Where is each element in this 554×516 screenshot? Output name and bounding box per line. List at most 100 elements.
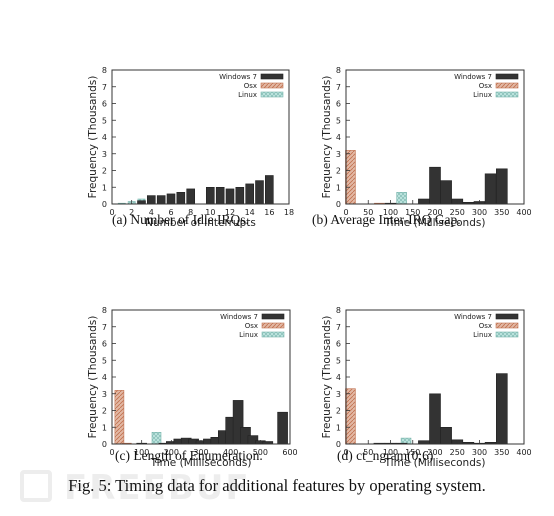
y-tick-label: 6 [102,100,107,109]
chart-panel-a: 0 1 2 3 4 5 6 7 8 0 2 4 6 8 10 12 14 16 18 Number of Interr… [0,0,294,240]
y-tick-label: 1 [102,183,107,192]
chart-b-plot: 0 1 2 3 4 5 6 7 8 0 50 100 150 200 250 300 350 400 Time (M… [321,66,532,229]
y-tick-label: 3 [102,390,107,399]
x-tick-label: 16 [264,208,274,217]
y-tick-label: 5 [336,356,341,365]
y-tick-label: 7 [102,83,107,92]
y-tick-label: 2 [336,407,341,416]
bar-linux-0 [396,192,407,205]
x-tick-label: 100 [383,448,398,457]
legend-label-osx: Osx [245,322,258,330]
x-tick-label: 500 [253,448,268,457]
y-tick-label: 5 [102,356,107,365]
chart-panel-d: 0 1 2 3 4 5 6 7 8 0 50 100 150 200 250 300 350 400 Time (M… [277,240,554,480]
legend-swatch-linux [495,91,519,98]
bar-windows7-10 [496,373,508,445]
bar-windows7-13 [264,175,274,205]
x-tick-label: 50 [363,448,373,457]
x-tick-label: 100 [134,448,149,457]
legend-swatch-linux [261,331,285,338]
x-tick-label: 12 [225,208,235,217]
bar-windows7-2 [156,195,166,205]
y-tick-label: 8 [102,306,107,315]
y-tick-label: 7 [336,323,341,332]
legend-swatch-windows7 [495,313,519,320]
legend-label-linux: Linux [473,331,492,339]
figure-caption: Fig. 5: Timing data for additional featu… [68,476,486,495]
legend-label-windows7: Windows 7 [219,73,257,81]
legend-label-linux: Linux [473,91,492,99]
legend-swatch-osx [260,82,284,89]
bar-osx-0 [345,150,356,205]
legend-swatch-windows7 [260,73,284,80]
x-tick-label: 400 [223,448,238,457]
x-tick-label: 400 [516,448,531,457]
y-axis-label: Frequency (Thousands) [87,316,99,439]
y-axis-label: Frequency (Thousands) [321,316,333,439]
y-tick-label: 2 [102,167,107,176]
y-tick-label: 5 [102,116,107,125]
x-tick-label: 150 [405,208,420,217]
legend-label-windows7: Windows 7 [454,73,492,81]
x-tick-label: 600 [282,448,297,457]
y-tick-label: 3 [336,390,341,399]
bar-windows7-7 [484,173,497,205]
legend-swatch-windows7 [495,73,519,80]
x-tick-label: 300 [193,448,208,457]
x-tick-label: 50 [363,208,373,217]
legend-label-osx: Osx [244,82,257,90]
y-tick-label: 0 [102,200,107,209]
chart-panel-b: 0 1 2 3 4 5 6 7 8 0 50 100 150 200 250 300 350 400 Time (M… [277,0,554,240]
bar-windows7-4 [176,192,186,205]
y-tick-label: 0 [336,200,341,209]
x-tick-label: 0 [343,448,348,457]
plot-frame [111,309,291,445]
bar-windows7-5 [440,427,452,445]
chart-c-caption: (c) Length of Enumeration. [115,448,263,463]
y-tick-label: 8 [336,66,341,75]
y-tick-label: 6 [102,340,107,349]
chart-c-plot: 0 1 2 3 4 5 6 7 8 0 100 200 300 400 500 600 Time (Millis… [87,306,298,469]
y-tick-label: 5 [336,116,341,125]
y-tick-label: 2 [336,167,341,176]
legend-swatch-osx [495,322,519,329]
x-tick-label: 400 [516,208,531,217]
y-tick-label: 3 [102,150,107,159]
legend-swatch-osx [261,322,285,329]
bar-windows7-3 [440,180,452,205]
y-axis-label: Frequency (Thousands) [321,76,333,199]
y-tick-label: 8 [336,306,341,315]
x-tick-label: 18 [284,208,294,217]
chart-d-plot: 0 1 2 3 4 5 6 7 8 0 50 100 150 200 250 300 350 400 Time (M… [321,306,532,469]
bar-windows7-1 [418,198,430,205]
x-tick-label: 14 [245,208,255,217]
legend-swatch-linux [495,331,519,338]
y-tick-label: 7 [102,323,107,332]
bar-windows7-8 [215,187,225,205]
x-tick-label: 300 [472,448,487,457]
x-axis-label: Time (Milliseconds) [384,217,486,229]
legend-label-osx: Osx [479,82,492,90]
chart-a-caption: (a) Number of Idle IRQs. [112,212,249,227]
y-tick-label: 1 [336,423,341,432]
x-tick-label: 350 [494,448,509,457]
bar-windows7-2 [429,166,441,205]
x-tick-label: 0 [109,208,114,217]
x-tick-label: 200 [427,448,442,457]
legend-label-linux: Linux [239,331,258,339]
y-tick-label: 2 [102,407,107,416]
legend-label-windows7: Windows 7 [454,313,492,321]
y-tick-label: 4 [102,373,107,382]
x-tick-label: 4 [149,208,154,217]
x-tick-label: 200 [164,448,179,457]
x-tick-label: 2 [129,208,134,217]
y-tick-label: 4 [336,133,341,142]
y-tick-label: 6 [336,100,341,109]
bar-windows7-12 [255,180,264,205]
x-tick-label: 8 [188,208,193,217]
chart-b-caption: (b) Average Inter-IRQ Gap. [312,212,461,227]
bar-osx-0 [345,388,356,445]
x-tick-label: 0 [109,448,114,457]
legend-swatch-osx [495,82,519,89]
x-axis-label: Number of Interrupts [145,217,256,229]
